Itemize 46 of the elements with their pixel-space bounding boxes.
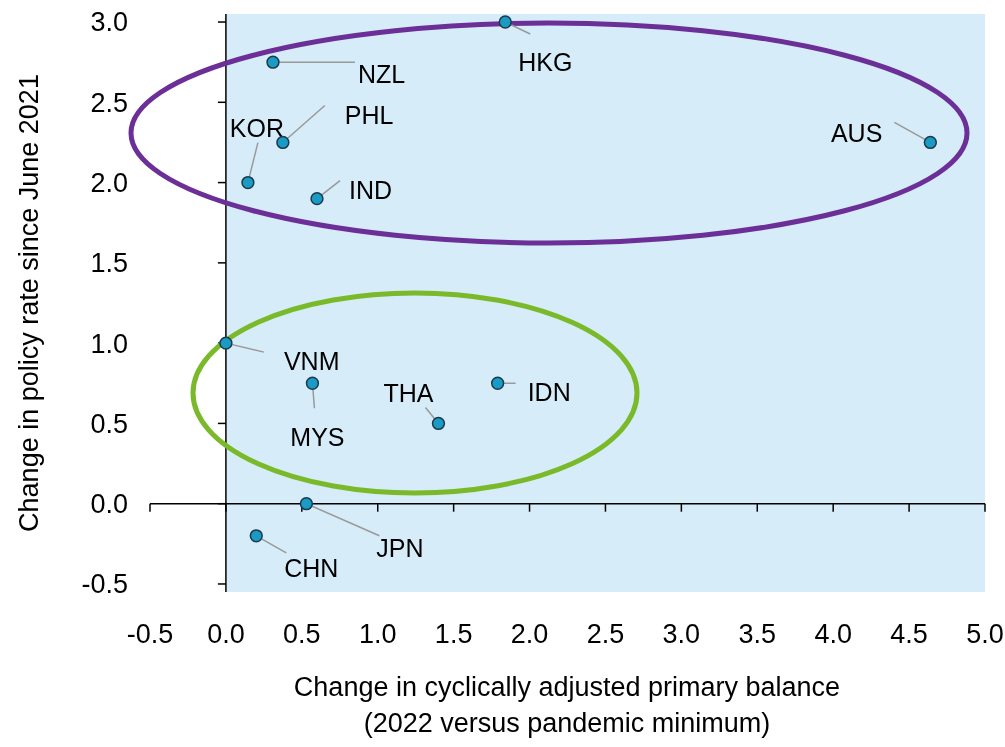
x-tick-label: 0.5 xyxy=(283,619,321,649)
annotation: IDN xyxy=(527,378,571,407)
x-tick-label: 2.0 xyxy=(510,619,549,649)
annotation: THA xyxy=(383,379,434,408)
x-tick-label: 5.0 xyxy=(966,619,1004,649)
x-tick-label: 4.5 xyxy=(890,619,928,649)
x-tick-label: 0.0 xyxy=(207,619,245,649)
point xyxy=(305,376,320,390)
x-tick-label: 1.5 xyxy=(434,619,473,649)
y-tick-label: 2.0 xyxy=(90,168,128,199)
y-tick-label: 1.5 xyxy=(90,248,128,279)
annotation: MYS xyxy=(290,423,345,452)
point xyxy=(923,135,938,150)
y-tick-label: 1.0 xyxy=(90,328,128,359)
x-tick-label: 2.5 xyxy=(586,619,625,649)
point xyxy=(299,497,314,511)
y-tick-label: 0.5 xyxy=(90,408,128,439)
annotation: HKG xyxy=(518,47,573,76)
y-tick-label: 0.0 xyxy=(90,489,128,520)
point xyxy=(241,175,255,190)
point xyxy=(491,376,505,390)
annotation: VNM xyxy=(283,346,340,375)
y-tick-label: -0.5 xyxy=(81,569,128,600)
annotation: JPN xyxy=(376,534,424,563)
point xyxy=(431,416,446,431)
x-tick-label: 4.0 xyxy=(814,619,852,649)
annotation: KOR xyxy=(229,114,285,143)
point xyxy=(498,15,512,29)
x-tick-label: 3.0 xyxy=(662,619,701,649)
x-tick-label: 1.0 xyxy=(358,619,397,649)
point xyxy=(310,191,324,206)
point xyxy=(219,336,233,350)
y-axis-title: Change in policy rate since June 2021 xyxy=(14,74,44,532)
y-tick-label: 2.5 xyxy=(90,87,128,118)
x-axis-title: Change in cyclically adjusted primary balance (2022 versus pandemic minimum) xyxy=(293,672,841,738)
point xyxy=(249,529,263,543)
point xyxy=(266,55,280,69)
annotation: NZL xyxy=(357,59,406,88)
x-tick-label: 3.5 xyxy=(738,619,777,649)
annotation: AUS xyxy=(830,119,883,148)
y-tick-label: 3.0 xyxy=(90,7,128,38)
point xyxy=(276,135,290,150)
annotation: PHL xyxy=(344,101,394,130)
x-tick-label: -0.5 xyxy=(126,619,174,649)
annotation: CHN xyxy=(284,553,339,582)
annotation: IND xyxy=(349,176,393,205)
